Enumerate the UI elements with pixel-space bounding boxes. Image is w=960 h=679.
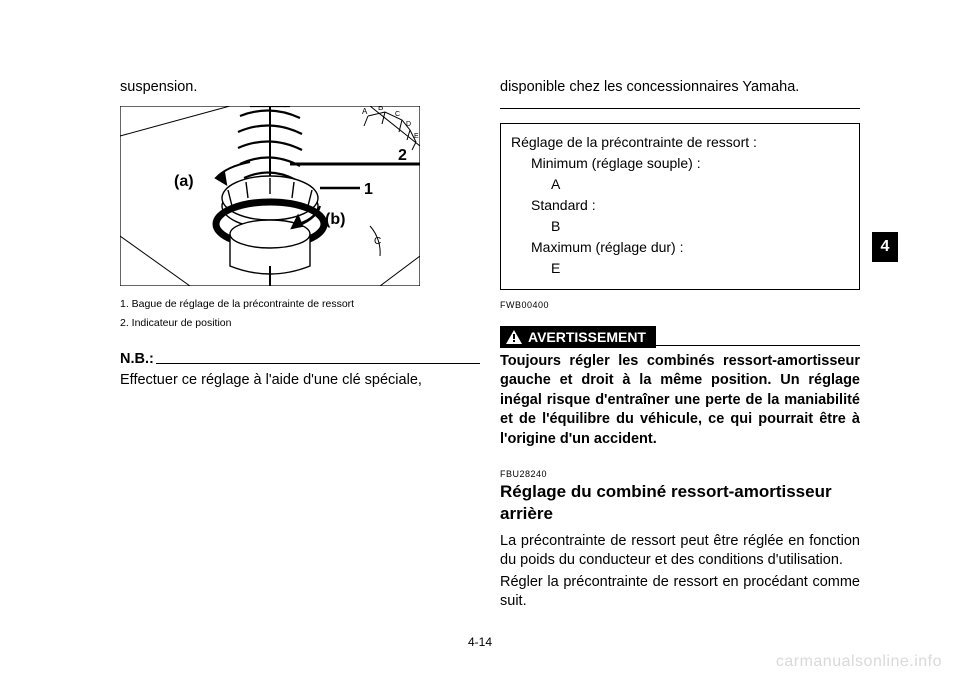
manual-page: suspension. A bbox=[0, 0, 960, 679]
warning-text: Toujours régler les combinés ressort-amo… bbox=[500, 352, 860, 450]
spec-std-val: B bbox=[551, 216, 849, 237]
spec-std-label: Standard : bbox=[531, 195, 849, 216]
svg-text:B: B bbox=[378, 106, 383, 112]
top-note: disponible chez les concessionnaires Yam… bbox=[500, 78, 860, 98]
warning-rule bbox=[656, 345, 860, 346]
warning-label: AVERTISSEMENT bbox=[528, 329, 646, 345]
nb-label: N.B.: bbox=[120, 351, 154, 367]
svg-text:(b): (b) bbox=[325, 211, 345, 228]
watermark: carmanualsonline.info bbox=[776, 653, 942, 671]
section-title: Réglage du combiné ressort-amortisseur a… bbox=[500, 481, 860, 525]
nota-bene-row: N.B.: bbox=[120, 351, 480, 367]
nb-rule bbox=[156, 363, 480, 364]
svg-text:E: E bbox=[414, 133, 419, 140]
section-body-2: Régler la précontrainte de ressort en pr… bbox=[500, 573, 860, 612]
figure-caption-2: 2. Indicateur de position bbox=[120, 315, 480, 333]
warning-row: AVERTISSEMENT bbox=[500, 326, 860, 348]
svg-text:C: C bbox=[395, 111, 400, 118]
svg-text:A: A bbox=[362, 107, 368, 116]
section-code: FBU28240 bbox=[500, 469, 860, 479]
spec-max-label: Maximum (réglage dur) : bbox=[531, 237, 849, 258]
top-rule bbox=[500, 108, 860, 109]
warning-code: FWB00400 bbox=[500, 300, 860, 310]
spec-min-label: Minimum (réglage souple) : bbox=[531, 153, 849, 174]
suspension-figure: A B C D E 2 bbox=[120, 106, 420, 286]
left-column: suspension. A bbox=[120, 78, 480, 391]
svg-text:D: D bbox=[406, 121, 411, 128]
intro-text: suspension. bbox=[120, 78, 480, 98]
page-number: 4-14 bbox=[0, 635, 960, 649]
svg-text:2: 2 bbox=[398, 147, 407, 164]
figure-caption-1: 1. Bague de réglage de la précontrainte … bbox=[120, 296, 480, 314]
spec-max-val: E bbox=[551, 258, 849, 279]
svg-text:1: 1 bbox=[364, 181, 373, 198]
spec-min-val: A bbox=[551, 174, 849, 195]
right-column: disponible chez les concessionnaires Yam… bbox=[500, 78, 860, 612]
warning-icon bbox=[506, 330, 522, 344]
svg-text:(a): (a) bbox=[174, 173, 194, 190]
spec-title: Réglage de la précontrainte de ressort : bbox=[511, 132, 849, 153]
section-body-1: La précontrainte de ressort peut être ré… bbox=[500, 532, 860, 571]
warning-badge: AVERTISSEMENT bbox=[500, 326, 656, 348]
chapter-tab: 4 bbox=[872, 232, 898, 262]
spec-box: Réglage de la précontrainte de ressort :… bbox=[500, 123, 860, 290]
nb-text: Effectuer ce réglage à l'aide d'une clé … bbox=[120, 371, 480, 391]
